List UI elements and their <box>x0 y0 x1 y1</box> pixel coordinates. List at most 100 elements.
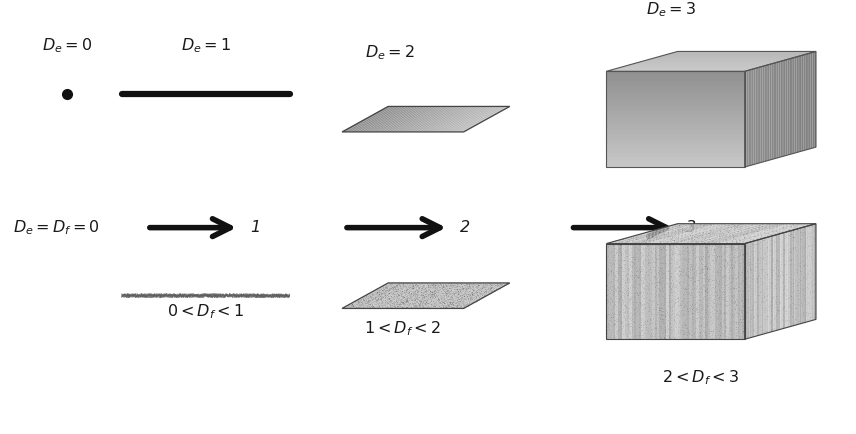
Polygon shape <box>384 283 432 309</box>
Point <box>738 304 752 311</box>
Point <box>363 294 377 301</box>
Point <box>706 252 720 259</box>
Point <box>454 288 467 295</box>
Point <box>417 303 431 310</box>
Point <box>676 307 690 314</box>
Point <box>706 312 720 319</box>
Point <box>603 295 616 302</box>
Point <box>390 302 404 309</box>
Point <box>630 249 644 256</box>
Point <box>645 333 658 340</box>
Point <box>462 280 476 287</box>
Point <box>599 296 613 303</box>
Point <box>796 231 810 238</box>
Point <box>712 252 726 259</box>
Point <box>804 253 817 260</box>
Point <box>686 229 699 236</box>
Point <box>484 283 498 290</box>
Point <box>457 290 471 297</box>
Point <box>650 282 663 289</box>
Point <box>639 281 652 288</box>
Point <box>674 281 687 288</box>
Point <box>801 242 815 249</box>
Point <box>794 267 807 274</box>
Point <box>713 268 727 275</box>
Point <box>416 291 430 298</box>
Text: $1 < D_f < 2$: $1 < D_f < 2$ <box>365 319 441 338</box>
Point <box>603 278 616 285</box>
Point <box>787 223 800 230</box>
Point <box>717 233 731 240</box>
Point <box>659 250 673 257</box>
Polygon shape <box>632 243 634 339</box>
Polygon shape <box>423 283 470 309</box>
Point <box>681 306 694 313</box>
Point <box>687 284 701 291</box>
Point <box>398 295 412 302</box>
Point <box>740 237 754 244</box>
Point <box>376 304 389 311</box>
Point <box>725 296 739 303</box>
Point <box>653 278 667 285</box>
Point <box>669 333 683 340</box>
Point <box>620 238 633 245</box>
Point <box>727 221 740 228</box>
Point <box>694 322 708 329</box>
Polygon shape <box>615 68 755 69</box>
Point <box>395 298 408 305</box>
Polygon shape <box>606 79 745 81</box>
Point <box>381 283 395 290</box>
Point <box>471 292 484 299</box>
Point <box>374 295 388 302</box>
Polygon shape <box>641 224 716 243</box>
Point <box>720 238 734 245</box>
Point <box>742 225 756 232</box>
Point <box>620 238 633 245</box>
Point <box>372 304 386 311</box>
Point <box>690 267 704 274</box>
Point <box>695 255 709 262</box>
Point <box>466 291 479 298</box>
Point <box>379 286 393 293</box>
Polygon shape <box>606 148 745 150</box>
Point <box>658 326 672 332</box>
Point <box>722 298 735 305</box>
Point <box>466 290 479 297</box>
Point <box>657 301 671 308</box>
Point <box>472 281 485 288</box>
Point <box>638 276 651 283</box>
Point <box>742 259 756 266</box>
Point <box>648 229 662 236</box>
Point <box>372 302 386 309</box>
Point <box>745 313 758 320</box>
Point <box>651 230 664 237</box>
Point <box>722 276 735 283</box>
Point <box>734 238 747 245</box>
Point <box>617 262 631 269</box>
Polygon shape <box>620 224 695 243</box>
Point <box>728 306 741 313</box>
Point <box>693 255 706 262</box>
Point <box>448 289 461 296</box>
Point <box>682 255 696 262</box>
Point <box>692 276 705 283</box>
Point <box>473 290 487 297</box>
Point <box>710 315 723 322</box>
Point <box>716 255 730 262</box>
Point <box>423 305 437 312</box>
Point <box>703 265 716 272</box>
Point <box>637 318 651 325</box>
Point <box>705 319 719 326</box>
Point <box>636 308 650 315</box>
Point <box>794 238 807 245</box>
Point <box>803 242 817 249</box>
Point <box>469 293 483 299</box>
Point <box>699 232 713 239</box>
Point <box>669 242 683 249</box>
Point <box>478 291 491 298</box>
Point <box>708 229 722 236</box>
Point <box>672 221 686 228</box>
Polygon shape <box>606 100 745 102</box>
Point <box>672 312 686 319</box>
Point <box>765 228 779 235</box>
